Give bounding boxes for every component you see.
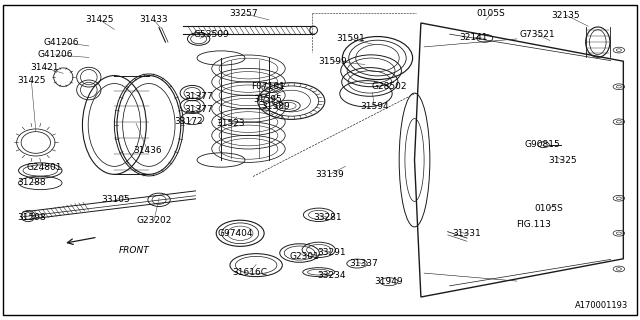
Text: 0105S: 0105S <box>534 204 563 213</box>
Text: 33234: 33234 <box>317 271 346 280</box>
Text: 31616C: 31616C <box>232 268 268 277</box>
Text: 31377: 31377 <box>184 92 213 101</box>
Text: 31325: 31325 <box>548 156 577 165</box>
Text: FRONT: FRONT <box>119 246 150 255</box>
Text: G41206: G41206 <box>44 38 79 47</box>
Text: 31421: 31421 <box>30 63 58 72</box>
Text: 31436: 31436 <box>133 146 162 155</box>
Text: 33291: 33291 <box>317 248 346 257</box>
Text: G24801: G24801 <box>26 164 62 172</box>
Text: 32135: 32135 <box>552 11 580 20</box>
Text: F07101: F07101 <box>251 82 285 91</box>
Text: G73521: G73521 <box>519 30 555 39</box>
Text: FIG.113: FIG.113 <box>516 220 552 229</box>
Text: 31591: 31591 <box>336 35 365 44</box>
Text: 31425: 31425 <box>85 15 114 24</box>
Text: G53509: G53509 <box>193 30 229 39</box>
Text: 31599: 31599 <box>318 57 347 66</box>
Text: 33139: 33139 <box>316 170 344 179</box>
Text: 32141: 32141 <box>459 33 488 42</box>
Text: 31598: 31598 <box>17 213 45 222</box>
Text: G23202: G23202 <box>136 216 172 225</box>
Text: 31594: 31594 <box>360 102 388 111</box>
Text: 31949: 31949 <box>374 277 403 286</box>
Text: G28502: G28502 <box>371 82 407 91</box>
Text: 33105: 33105 <box>101 195 130 204</box>
Text: 31425: 31425 <box>17 76 45 85</box>
Text: 31288: 31288 <box>17 178 45 187</box>
Text: 31433: 31433 <box>140 15 168 24</box>
Text: 31337: 31337 <box>349 259 378 268</box>
Text: 33172: 33172 <box>175 117 204 126</box>
Text: G2301: G2301 <box>289 252 319 261</box>
Text: 33257: 33257 <box>229 9 258 18</box>
Text: 0105S: 0105S <box>477 9 506 18</box>
Text: 31595: 31595 <box>253 95 282 104</box>
Text: G97404: G97404 <box>218 229 253 238</box>
Text: A170001193: A170001193 <box>575 301 628 310</box>
Text: G41206: G41206 <box>37 50 73 59</box>
Text: 31589: 31589 <box>261 102 290 111</box>
Text: 31331: 31331 <box>452 229 481 238</box>
Text: 33281: 33281 <box>314 213 342 222</box>
Text: 31523: 31523 <box>216 119 245 128</box>
Text: 31377: 31377 <box>184 105 213 114</box>
Text: G90815: G90815 <box>524 140 560 149</box>
